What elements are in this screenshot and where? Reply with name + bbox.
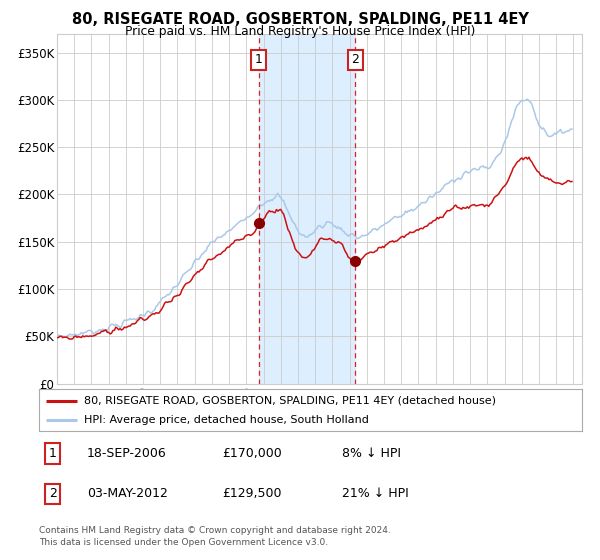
Text: Price paid vs. HM Land Registry's House Price Index (HPI): Price paid vs. HM Land Registry's House … xyxy=(125,25,475,38)
Text: 21% ↓ HPI: 21% ↓ HPI xyxy=(342,487,409,501)
Text: 2: 2 xyxy=(352,53,359,66)
Text: 1: 1 xyxy=(254,53,263,66)
Text: This data is licensed under the Open Government Licence v3.0.: This data is licensed under the Open Gov… xyxy=(39,538,328,547)
Text: 80, RISEGATE ROAD, GOSBERTON, SPALDING, PE11 4EY: 80, RISEGATE ROAD, GOSBERTON, SPALDING, … xyxy=(71,12,529,27)
Text: 1: 1 xyxy=(49,447,57,460)
Text: £170,000: £170,000 xyxy=(222,447,282,460)
Text: HPI: Average price, detached house, South Holland: HPI: Average price, detached house, Sout… xyxy=(83,415,368,425)
Text: 2: 2 xyxy=(49,487,57,501)
Text: 80, RISEGATE ROAD, GOSBERTON, SPALDING, PE11 4EY (detached house): 80, RISEGATE ROAD, GOSBERTON, SPALDING, … xyxy=(83,395,496,405)
Text: Contains HM Land Registry data © Crown copyright and database right 2024.: Contains HM Land Registry data © Crown c… xyxy=(39,526,391,535)
Text: £129,500: £129,500 xyxy=(222,487,281,501)
Text: 18-SEP-2006: 18-SEP-2006 xyxy=(87,447,167,460)
Bar xyxy=(259,34,355,384)
Text: 8% ↓ HPI: 8% ↓ HPI xyxy=(342,447,401,460)
Text: 03-MAY-2012: 03-MAY-2012 xyxy=(87,487,168,501)
